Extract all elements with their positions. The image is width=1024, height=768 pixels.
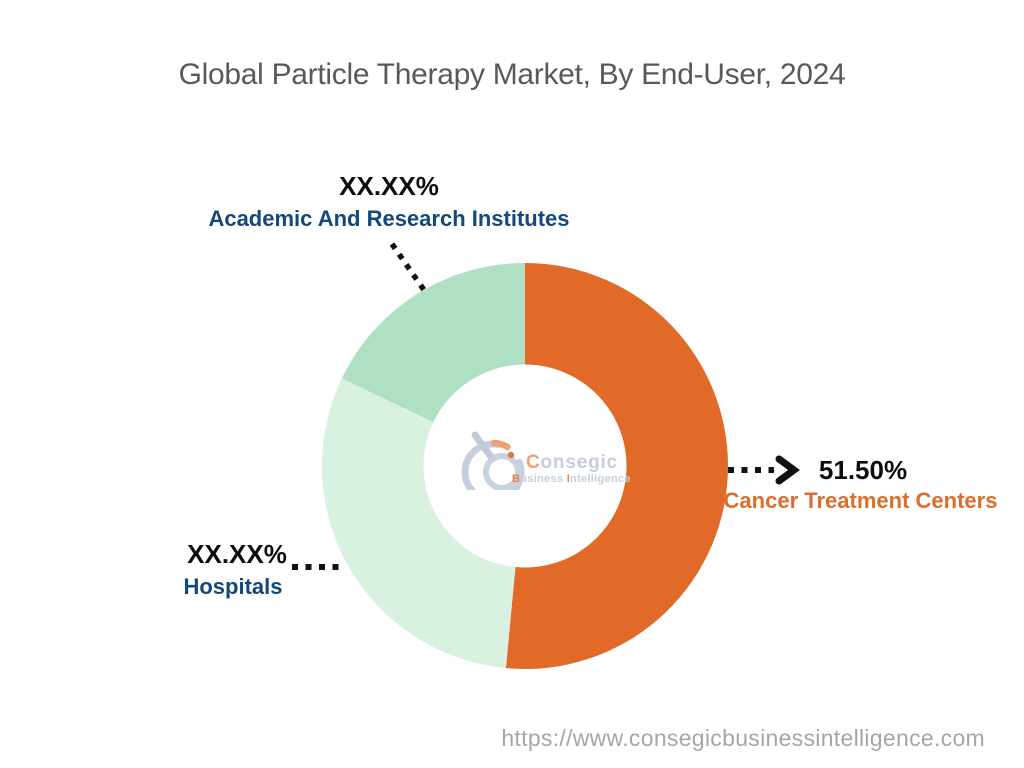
logo-brand-rest: onsegic <box>540 452 618 473</box>
logo-tagline-usiness: usiness <box>520 473 564 485</box>
hospitals-value-label: XX.XX% <box>187 539 287 569</box>
logo-stem <box>471 431 496 462</box>
logo-brand-text: Consegic <box>526 452 618 474</box>
segment-cancer-treatment-centers <box>505 263 728 669</box>
logo-tagline-i: I <box>566 473 571 485</box>
hospitals-segment-label: Hospitals <box>183 574 283 599</box>
logo-brand-first-letter: C <box>526 452 541 473</box>
segment-hospitals <box>321 378 516 669</box>
footer-url: https://www.consegicbusinessintelligence… <box>501 725 985 751</box>
logo-tagline-text: Business Intelligence <box>512 473 631 485</box>
logo-orange-arc <box>490 439 511 451</box>
academic-value-label: XX.XX% <box>339 171 439 201</box>
chart-title: Global Particle Therapy Market, By End-U… <box>178 58 846 91</box>
cancer-segment-label: Cancer Treatment Centers <box>723 488 998 513</box>
logo-orange-dot <box>507 451 515 459</box>
logo-ring-arc <box>461 440 525 490</box>
consegic-b-icon <box>461 431 525 490</box>
consegic-logo: Consegic Business Intelligence <box>450 428 640 492</box>
academic-segment-label: Academic And Research Institutes <box>208 206 570 231</box>
logo-tagline-ntelligence: ntelligence <box>570 473 631 485</box>
logo-bowl-circle <box>483 453 521 490</box>
logo-tagline-b: B <box>512 473 521 485</box>
segment-academic-and-research-institutes <box>341 263 525 423</box>
donut-chart <box>321 263 728 669</box>
cancer-value-label: 51.50% <box>818 455 908 485</box>
